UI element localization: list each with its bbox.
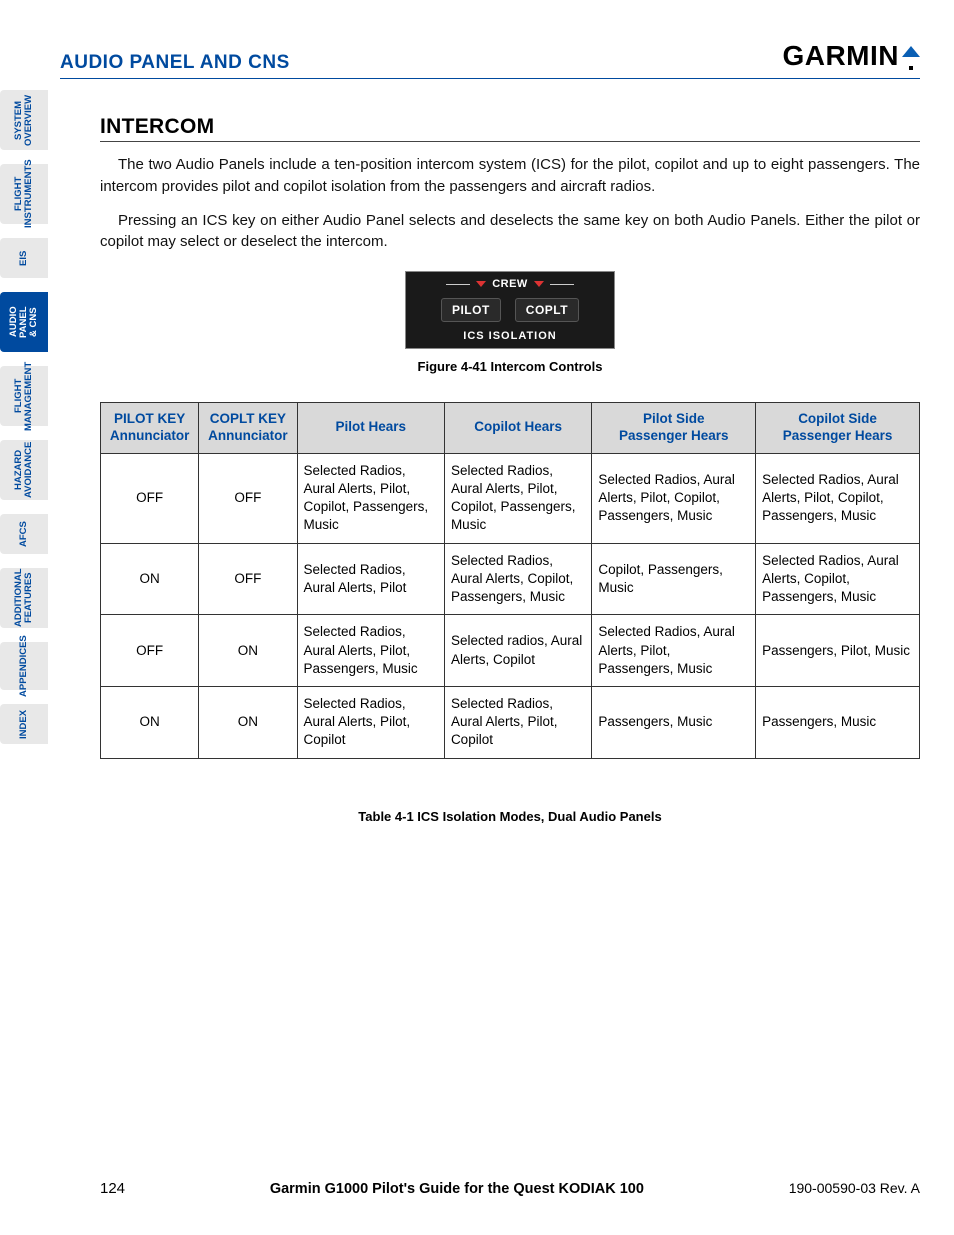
section-tab[interactable]: HAZARD AVOIDANCE xyxy=(0,440,48,500)
crew-label: CREW xyxy=(492,278,528,290)
section-tab[interactable]: EIS xyxy=(0,238,48,278)
table-cell: Selected Radios, Aural Alerts, Copilot, … xyxy=(756,543,920,615)
table-caption: Table 4-1 ICS Isolation Modes, Dual Audi… xyxy=(100,809,920,824)
down-arrow-icon xyxy=(534,281,544,287)
table-cell: OFF xyxy=(199,543,297,615)
garmin-logo: GARMIN xyxy=(782,40,920,74)
section-title: AUDIO PANEL AND CNS xyxy=(60,52,290,74)
table-cell: Selected Radios, Aural Alerts, Pilot, Co… xyxy=(444,686,591,758)
intercom-controls-graphic: CREW PILOT COPLT ICS ISOLATION xyxy=(405,271,615,349)
table-cell: OFF xyxy=(199,453,297,543)
doc-revision: 190-00590-03 Rev. A xyxy=(789,1180,920,1196)
section-tab[interactable]: AFCS xyxy=(0,514,48,554)
section-tab[interactable]: AUDIO PANEL & CNS xyxy=(0,292,48,352)
page-number: 124 xyxy=(60,1180,125,1197)
heading-intercom: INTERCOM xyxy=(100,115,920,142)
table-cell: OFF xyxy=(101,453,199,543)
table-row: ONONSelected Radios, Aural Alerts, Pilot… xyxy=(101,686,920,758)
table-cell: ON xyxy=(101,686,199,758)
pilot-key: PILOT xyxy=(441,298,501,322)
table-cell: OFF xyxy=(101,615,199,687)
logo-delta-icon xyxy=(902,46,920,72)
page-content: AUDIO PANEL AND CNS GARMIN INTERCOM The … xyxy=(60,40,920,824)
para-1: The two Audio Panels include a ten-posit… xyxy=(100,154,920,198)
table-cell: Selected Radios, Aural Alerts, Pilot, Co… xyxy=(297,686,444,758)
table-cell: Passengers, Pilot, Music xyxy=(756,615,920,687)
table-header-cell: Copilot SidePassenger Hears xyxy=(756,403,920,454)
section-tab[interactable]: FLIGHT MANAGEMENT xyxy=(0,366,48,426)
table-cell: ON xyxy=(199,615,297,687)
table-cell: Passengers, Music xyxy=(756,686,920,758)
down-arrow-icon xyxy=(476,281,486,287)
figure-caption: Figure 4-41 Intercom Controls xyxy=(100,359,920,374)
page-footer: 124 Garmin G1000 Pilot's Guide for the Q… xyxy=(60,1180,920,1197)
table-header-cell: COPLT KEYAnnunciator xyxy=(199,403,297,454)
section-tab[interactable]: FLIGHT INSTRUMENTS xyxy=(0,164,48,224)
table-cell: Selected Radios, Aural Alerts, Pilot, Pa… xyxy=(297,615,444,687)
table-header-cell: Copilot Hears xyxy=(444,403,591,454)
ics-isolation-table: PILOT KEYAnnunciatorCOPLT KEYAnnunciator… xyxy=(100,402,920,759)
coplt-key: COPLT xyxy=(515,298,579,322)
table-cell: Selected Radios, Aural Alerts, Pilot, Co… xyxy=(592,453,756,543)
table-cell: Selected Radios, Aural Alerts, Pilot, Co… xyxy=(756,453,920,543)
footer-title: Garmin G1000 Pilot's Guide for the Quest… xyxy=(270,1181,644,1197)
section-tab[interactable]: ADDITIONAL FEATURES xyxy=(0,568,48,628)
table-cell: ON xyxy=(199,686,297,758)
table-cell: Copilot, Passengers, Music xyxy=(592,543,756,615)
table-header-cell: Pilot SidePassenger Hears xyxy=(592,403,756,454)
table-cell: Selected radios, Aural Alerts, Copilot xyxy=(444,615,591,687)
section-tab[interactable]: INDEX xyxy=(0,704,48,744)
table-cell: Passengers, Music xyxy=(592,686,756,758)
table-header-row: PILOT KEYAnnunciatorCOPLT KEYAnnunciator… xyxy=(101,403,920,454)
logo-text: GARMIN xyxy=(782,40,899,72)
table-cell: ON xyxy=(101,543,199,615)
page-header: AUDIO PANEL AND CNS GARMIN xyxy=(60,40,920,79)
table-cell: Selected Radios, Aural Alerts, Pilot xyxy=(297,543,444,615)
table-cell: Selected Radios, Aural Alerts, Pilot, Co… xyxy=(297,453,444,543)
table-row: ONOFFSelected Radios, Aural Alerts, Pilo… xyxy=(101,543,920,615)
figure-4-41: CREW PILOT COPLT ICS ISOLATION Figure 4-… xyxy=(100,271,920,374)
para-2: Pressing an ICS key on either Audio Pane… xyxy=(100,210,920,254)
section-tab[interactable]: SYSTEM OVERVIEW xyxy=(0,90,48,150)
table-row: OFFOFFSelected Radios, Aural Alerts, Pil… xyxy=(101,453,920,543)
section-tabs: SYSTEM OVERVIEW FLIGHT INSTRUMENTS EIS AUDI… xyxy=(0,90,48,744)
table-header-cell: PILOT KEYAnnunciator xyxy=(101,403,199,454)
table-header-cell: Pilot Hears xyxy=(297,403,444,454)
section-tab[interactable]: APPENDICES xyxy=(0,642,48,690)
table-row: OFFONSelected Radios, Aural Alerts, Pilo… xyxy=(101,615,920,687)
table-cell: Selected Radios, Aural Alerts, Pilot, Pa… xyxy=(592,615,756,687)
table-cell: Selected Radios, Aural Alerts, Pilot, Co… xyxy=(444,453,591,543)
table-cell: Selected Radios, Aural Alerts, Copilot, … xyxy=(444,543,591,615)
ics-isolation-label: ICS ISOLATION xyxy=(412,326,608,342)
